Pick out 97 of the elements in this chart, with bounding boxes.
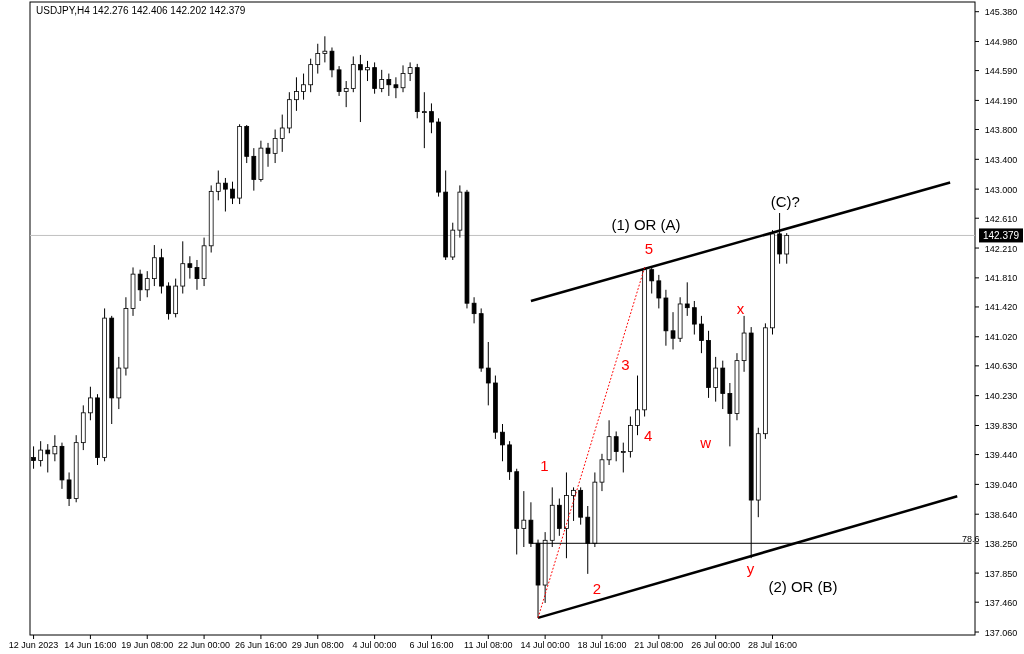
y-tick-label: 144.980	[984, 37, 1018, 48]
candlestick	[272, 128, 278, 164]
candlestick	[386, 73, 392, 97]
x-tick-label: 18 Jul 16:00	[577, 640, 627, 650]
y-tick-label: 142.210	[984, 243, 1018, 254]
y-tick-label: 139.040	[984, 479, 1018, 490]
y-tick-label: 141.810	[984, 273, 1018, 284]
candlestick	[684, 281, 690, 317]
candlestick	[691, 300, 697, 336]
x-tick-label: 6 Jul 16:00	[409, 640, 454, 650]
y-tick-label: 141.420	[984, 302, 1018, 313]
annotation: 3	[621, 355, 630, 373]
x-tick-label: 22 Jun 00:00	[178, 640, 231, 650]
candlestick	[230, 181, 235, 205]
y-tick-label: 137.460	[984, 597, 1018, 608]
y-tick-label: 140.230	[984, 391, 1018, 402]
candlestick	[777, 212, 782, 265]
x-tick-label: 4 Jul 00:00	[352, 640, 397, 650]
annotation: w	[699, 433, 712, 451]
candlestick	[279, 114, 285, 153]
candlestick	[485, 341, 491, 406]
candlestick	[656, 274, 662, 309]
candlestick	[500, 423, 505, 462]
x-tick-label: 29 Jun 08:00	[291, 640, 344, 650]
candlestick	[571, 486, 576, 522]
y-tick-label: 137.060	[984, 627, 1018, 638]
y-tick-label: 145.380	[984, 7, 1018, 18]
candlestick	[620, 442, 626, 473]
y-tick-label: 139.440	[984, 450, 1018, 461]
candlestick	[713, 356, 719, 403]
candlestick	[52, 434, 58, 462]
candlestick	[635, 375, 640, 436]
candlestick	[215, 170, 221, 201]
candlestick	[613, 430, 619, 462]
candlestick	[38, 440, 44, 467]
candlestick	[144, 270, 150, 298]
y-tick-label: 141.020	[984, 332, 1018, 343]
candlestick	[45, 443, 51, 473]
x-tick-label: 21 Jul 08:00	[634, 640, 684, 650]
annotation: 1	[540, 456, 549, 474]
annotation: (C)?	[770, 192, 800, 210]
candlestick	[137, 269, 143, 302]
annotation: (1) OR (A)	[611, 215, 681, 233]
candlestick	[649, 266, 655, 295]
x-tick-label: 14 Jul 00:00	[520, 640, 570, 650]
x-tick-label: 26 Jul 00:00	[691, 640, 741, 650]
candlestick	[350, 55, 356, 93]
candlestick	[343, 80, 349, 108]
candlestick	[180, 240, 186, 295]
candlestick	[727, 382, 733, 447]
x-tick-label: 11 Jul 08:00	[464, 640, 513, 650]
candlestick	[358, 54, 363, 123]
y-tick-label: 138.250	[984, 538, 1018, 549]
x-tick-label: 26 Jun 16:00	[234, 640, 287, 650]
y-tick-label: 143.800	[984, 124, 1018, 135]
annotation: 4	[643, 426, 653, 444]
annotation: 78.6	[961, 534, 980, 545]
annotation: 2	[592, 579, 602, 597]
y-tick-label: 139.830	[984, 420, 1018, 431]
candlestick	[151, 244, 157, 287]
y-tick-label: 142.610	[984, 213, 1018, 224]
x-tick-label: 14 Jun 16:00	[64, 640, 117, 650]
candlestick	[187, 255, 193, 280]
y-tick-label: 140.630	[984, 361, 1018, 372]
candlestick	[699, 315, 704, 354]
candlestick	[315, 43, 321, 75]
candlestick	[301, 73, 306, 101]
chart-title: USDJPY,H4 142.276 142.406 142.202 142.379	[36, 5, 246, 16]
annotation: x	[736, 299, 745, 317]
candlestick	[223, 177, 228, 213]
candlestick	[372, 61, 377, 95]
y-tick-label: 138.640	[984, 509, 1018, 520]
x-tick-label: 28 Jul 16:00	[747, 640, 798, 650]
y-tick-label: 144.590	[984, 66, 1018, 77]
annotation: y	[746, 559, 755, 577]
candlestick	[521, 490, 527, 548]
candlestick	[308, 58, 314, 93]
y-tick-label: 143.400	[984, 154, 1018, 165]
y-tick-label: 137.850	[984, 568, 1018, 579]
x-tick-label: 12 Jun 2023	[8, 640, 59, 650]
x-tick-label: 19 Jun 08:00	[121, 640, 174, 650]
annotation: 5	[644, 239, 654, 257]
candlestick	[407, 61, 413, 82]
candlestick	[379, 69, 385, 93]
candlestick	[556, 498, 562, 537]
y-tick-label: 144.190	[984, 95, 1018, 106]
candlestick	[429, 102, 434, 134]
candlestick	[784, 232, 790, 265]
annotation: (2) OR (B)	[768, 577, 838, 595]
candlestick	[251, 147, 257, 192]
y-tick-label: 143.000	[984, 184, 1018, 195]
candlestick	[294, 76, 299, 112]
candlestick	[322, 35, 328, 63]
candlestick	[365, 60, 370, 82]
candlestick	[88, 386, 93, 421]
candlestick	[421, 91, 427, 149]
ref-line-label: 142.379	[982, 230, 1020, 242]
